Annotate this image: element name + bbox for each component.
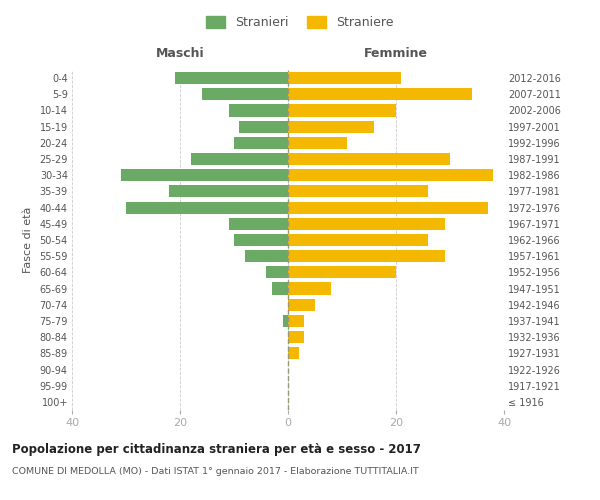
Bar xyxy=(288,234,428,246)
Bar xyxy=(288,153,450,165)
Bar xyxy=(288,137,347,149)
Bar xyxy=(272,282,288,294)
Text: COMUNE DI MEDOLLA (MO) - Dati ISTAT 1° gennaio 2017 - Elaborazione TUTTITALIA.IT: COMUNE DI MEDOLLA (MO) - Dati ISTAT 1° g… xyxy=(12,468,419,476)
Bar xyxy=(288,331,304,343)
Y-axis label: Fasce di età: Fasce di età xyxy=(23,207,32,273)
Bar xyxy=(266,266,288,278)
Bar xyxy=(288,250,445,262)
Legend: Stranieri, Straniere: Stranieri, Straniere xyxy=(202,11,398,34)
Bar xyxy=(229,218,288,230)
Bar xyxy=(288,120,374,132)
Bar xyxy=(245,250,288,262)
Bar xyxy=(288,266,396,278)
Bar xyxy=(175,72,288,84)
Bar xyxy=(288,218,445,230)
Bar xyxy=(126,202,288,213)
Bar xyxy=(169,186,288,198)
Bar xyxy=(121,169,288,181)
Bar xyxy=(288,104,396,117)
Bar xyxy=(288,315,304,327)
Bar xyxy=(202,88,288,101)
Bar xyxy=(229,104,288,117)
Bar xyxy=(288,72,401,84)
Bar xyxy=(288,298,315,311)
Text: Popolazione per cittadinanza straniera per età e sesso - 2017: Popolazione per cittadinanza straniera p… xyxy=(12,442,421,456)
Bar xyxy=(234,234,288,246)
Bar xyxy=(288,88,472,101)
Text: Femmine: Femmine xyxy=(364,47,428,60)
Bar xyxy=(283,315,288,327)
Bar xyxy=(234,137,288,149)
Text: Maschi: Maschi xyxy=(155,47,205,60)
Bar xyxy=(288,348,299,360)
Bar xyxy=(288,282,331,294)
Bar xyxy=(288,186,428,198)
Bar xyxy=(288,169,493,181)
Bar xyxy=(239,120,288,132)
Bar xyxy=(288,202,488,213)
Bar xyxy=(191,153,288,165)
